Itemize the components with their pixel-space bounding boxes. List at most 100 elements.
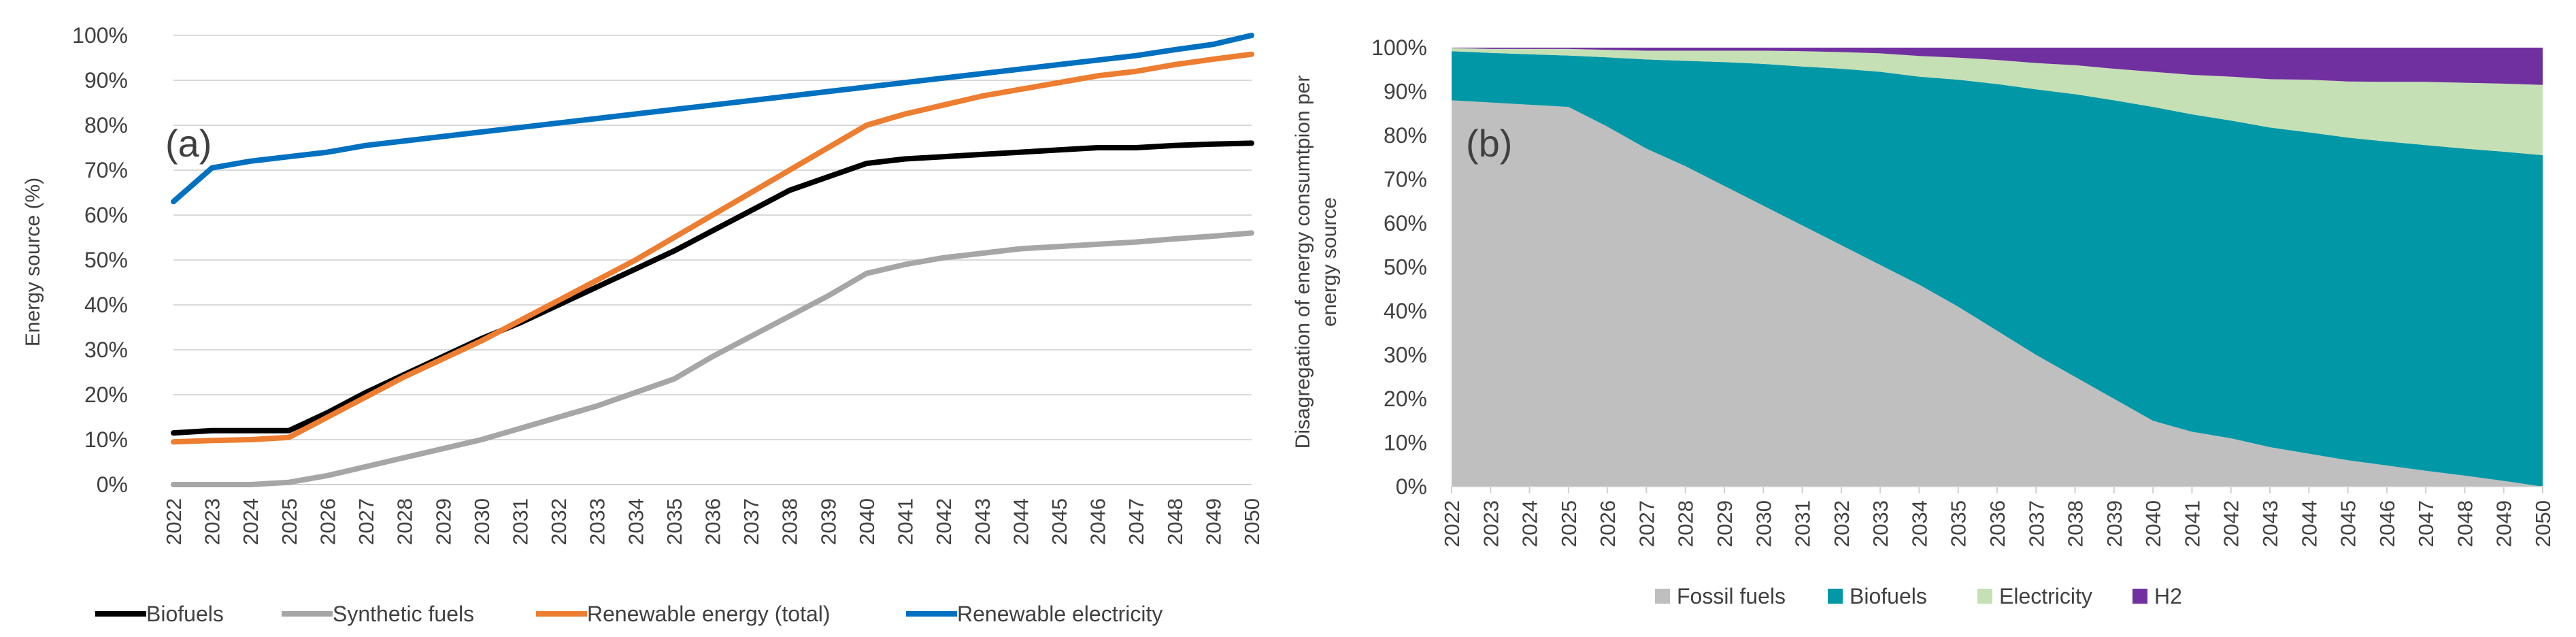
panel-b-x-tick-label: 2022	[1440, 500, 1464, 547]
legend-swatch	[1828, 589, 1843, 604]
panel-b-x-tick-label: 2027	[1635, 500, 1658, 547]
panel-a-x-tick-label: 2039	[816, 498, 840, 545]
panel-a-x-tick-label: 2026	[316, 498, 339, 545]
legend-item-synthetic-fuels: Synthetic fuels	[282, 602, 474, 626]
panel-a-label: (a)	[165, 122, 212, 165]
area-biofuels	[1452, 51, 2543, 487]
panel-a-x-tick-label: 2042	[932, 498, 956, 545]
legend-label: Fossil fuels	[1677, 584, 1786, 608]
panel-b-y-tick-label: 90%	[1384, 80, 1427, 104]
panel-a-series-lines	[171, 33, 1254, 487]
panel-b-x-tick-label: 2045	[2337, 500, 2360, 547]
panel-a-y-tick-label: 50%	[84, 248, 128, 272]
panel-a-x-tick-label: 2033	[586, 498, 609, 545]
panel-a-x-tick-label: 2035	[663, 498, 686, 545]
panel-b-x-tick-label: 2050	[2531, 500, 2555, 547]
panel-b-x-tick-label: 2031	[1791, 500, 1815, 547]
panel-a-x-tick-label: 2050	[1240, 498, 1264, 545]
panel-a-legend: Biofuels Synthetic fuels Renewable energy …	[95, 602, 1162, 626]
panel-b-stacked-area-chart: 0%10%20%30%40%50%60%70%80%90%100% 2022 20…	[1292, 35, 2555, 608]
panel-b-x-tick-label: 2024	[1518, 500, 1542, 547]
panel-a-x-tick-label: 2029	[431, 498, 455, 545]
panel-b-y-axis-title: Disagregation of energy consumtpion per e…	[1292, 76, 1341, 449]
legend-label: Biofuels	[146, 602, 224, 626]
panel-b-y-tick-label: 20%	[1384, 387, 1427, 411]
panel-a-x-tick-label: 2038	[778, 498, 802, 545]
panel-b-x-tick-label: 2028	[1674, 500, 1698, 547]
panel-b-y-tick-label: 60%	[1384, 211, 1427, 235]
panel-a-x-tick-label: 2023	[201, 498, 224, 545]
panel-b-label: (b)	[1466, 122, 1512, 165]
legend-item-h2: H2	[2132, 584, 2182, 608]
panel-b-x-tick-label: 2026	[1596, 500, 1620, 547]
panel-b-x-tick-label: 2036	[1986, 500, 2009, 547]
panel-a-x-tick-label: 2043	[971, 498, 994, 545]
series-line-renewable-electricity	[171, 33, 1254, 205]
panel-b-y-tick-label: 100%	[1371, 35, 1427, 60]
panel-a-x-tick-label: 2024	[239, 498, 263, 545]
legend-item-renewable-electricity: Renewable electricity	[906, 602, 1162, 626]
panel-b-x-tick-label: 2042	[2220, 500, 2243, 547]
panel-b-y-tick-label: 50%	[1384, 255, 1427, 280]
panel-a-x-tick-label: 2030	[470, 498, 494, 545]
panel-a-x-tick-label: 2049	[1201, 498, 1225, 545]
panel-a-x-tick-label: 2037	[739, 498, 763, 545]
panel-b-y-tick-label: 80%	[1384, 123, 1427, 148]
series-line-biofuels	[171, 140, 1254, 436]
panel-a-x-tick-label: 2031	[508, 498, 532, 545]
panel-a-y-tick-label: 20%	[84, 382, 128, 407]
legend-item-biofuels: Biofuels	[95, 602, 224, 626]
panel-a-y-tick-label: 40%	[84, 293, 128, 317]
panel-b-x-tick-label: 2049	[2492, 500, 2516, 547]
panel-b-x-tick-label: 2043	[2258, 500, 2282, 547]
legend-label: Electricity	[1999, 584, 2092, 608]
panel-a-y-tick-labels: 0% 10% 20% 30% 40% 50% 60% 70% 80% 90% 100%	[72, 23, 128, 497]
panel-b-x-tick-label: 2029	[1713, 500, 1737, 547]
legend-item-renewable-energy-total: Renewable energy (total)	[536, 602, 831, 626]
panel-a-y-tick-label: 0%	[97, 472, 128, 497]
legend-label: H2	[2154, 584, 2182, 608]
panel-a-y-tick-label: 80%	[84, 113, 128, 137]
panel-a-x-tick-label: 2027	[354, 498, 378, 545]
panel-a-line-chart: 0%10%20%30%40%50%60%70%80%90%100% 2022 20…	[22, 23, 1264, 626]
panel-b-x-tick-label: 2035	[1947, 500, 1971, 547]
panel-b-x-tick-label: 2037	[2024, 500, 2048, 547]
legend-item-fossil-fuels: Fossil fuels	[1655, 584, 1786, 608]
area-fossil-fuels	[1452, 100, 2543, 487]
panel-b-x-tick-label: 2041	[2180, 500, 2204, 547]
panel-a-y-tick-label: 60%	[84, 203, 128, 227]
panel-b-y-tick-label: 10%	[1384, 431, 1427, 455]
legend-swatch	[2132, 589, 2147, 604]
panel-b-x-tick-label: 2033	[1869, 500, 1892, 547]
legend-label: Synthetic fuels	[333, 602, 474, 626]
panel-a-x-tick-label: 2041	[894, 498, 918, 545]
panel-a-x-tick-label: 2046	[1086, 498, 1110, 545]
legend-label: Renewable electricity	[957, 602, 1162, 626]
panel-b-x-tick-label: 2046	[2375, 500, 2399, 547]
legend-item-electricity: Electricity	[1977, 584, 2092, 608]
panel-a-x-tick-label: 2040	[855, 498, 879, 545]
area-h2	[1452, 48, 2543, 85]
panel-a-x-tick-label: 2034	[624, 498, 648, 545]
panel-b-x-tick-label: 2047	[2414, 500, 2438, 547]
panel-a-x-tick-label: 2032	[547, 498, 571, 545]
panel-a-y-tick-label: 30%	[84, 338, 128, 362]
panel-a-y-tick-label: 70%	[84, 158, 128, 182]
panel-b-y-tick-label: 30%	[1384, 343, 1427, 368]
panel-b-y-tick-label: 70%	[1384, 167, 1427, 192]
panel-a-y-tick-label: 100%	[72, 23, 128, 48]
panel-b-x-tick-label: 2040	[2141, 500, 2165, 547]
panel-b-legend: Fossil fuels Biofuels Electricity H2	[1655, 584, 2182, 608]
panel-b-y-axis-title-line: Disagregation of energy consumtpion per	[1292, 76, 1314, 449]
panel-a-y-tick-label: 10%	[84, 427, 128, 452]
panel-b-areas	[1452, 48, 2543, 487]
panel-b-y-axis-title-line: energy source	[1318, 197, 1341, 327]
panel-a-x-tick-label: 2028	[393, 498, 417, 545]
panel-a-x-tick-label: 2025	[278, 498, 301, 545]
panel-a-x-tick-label: 2048	[1163, 498, 1187, 545]
panel-a-y-axis-title: Energy source (%)	[22, 178, 44, 346]
panel-b-x-tick-label: 2048	[2453, 500, 2477, 547]
panel-a-gridlines	[173, 35, 1252, 440]
panel-b-x-tick-label: 2030	[1752, 500, 1775, 547]
